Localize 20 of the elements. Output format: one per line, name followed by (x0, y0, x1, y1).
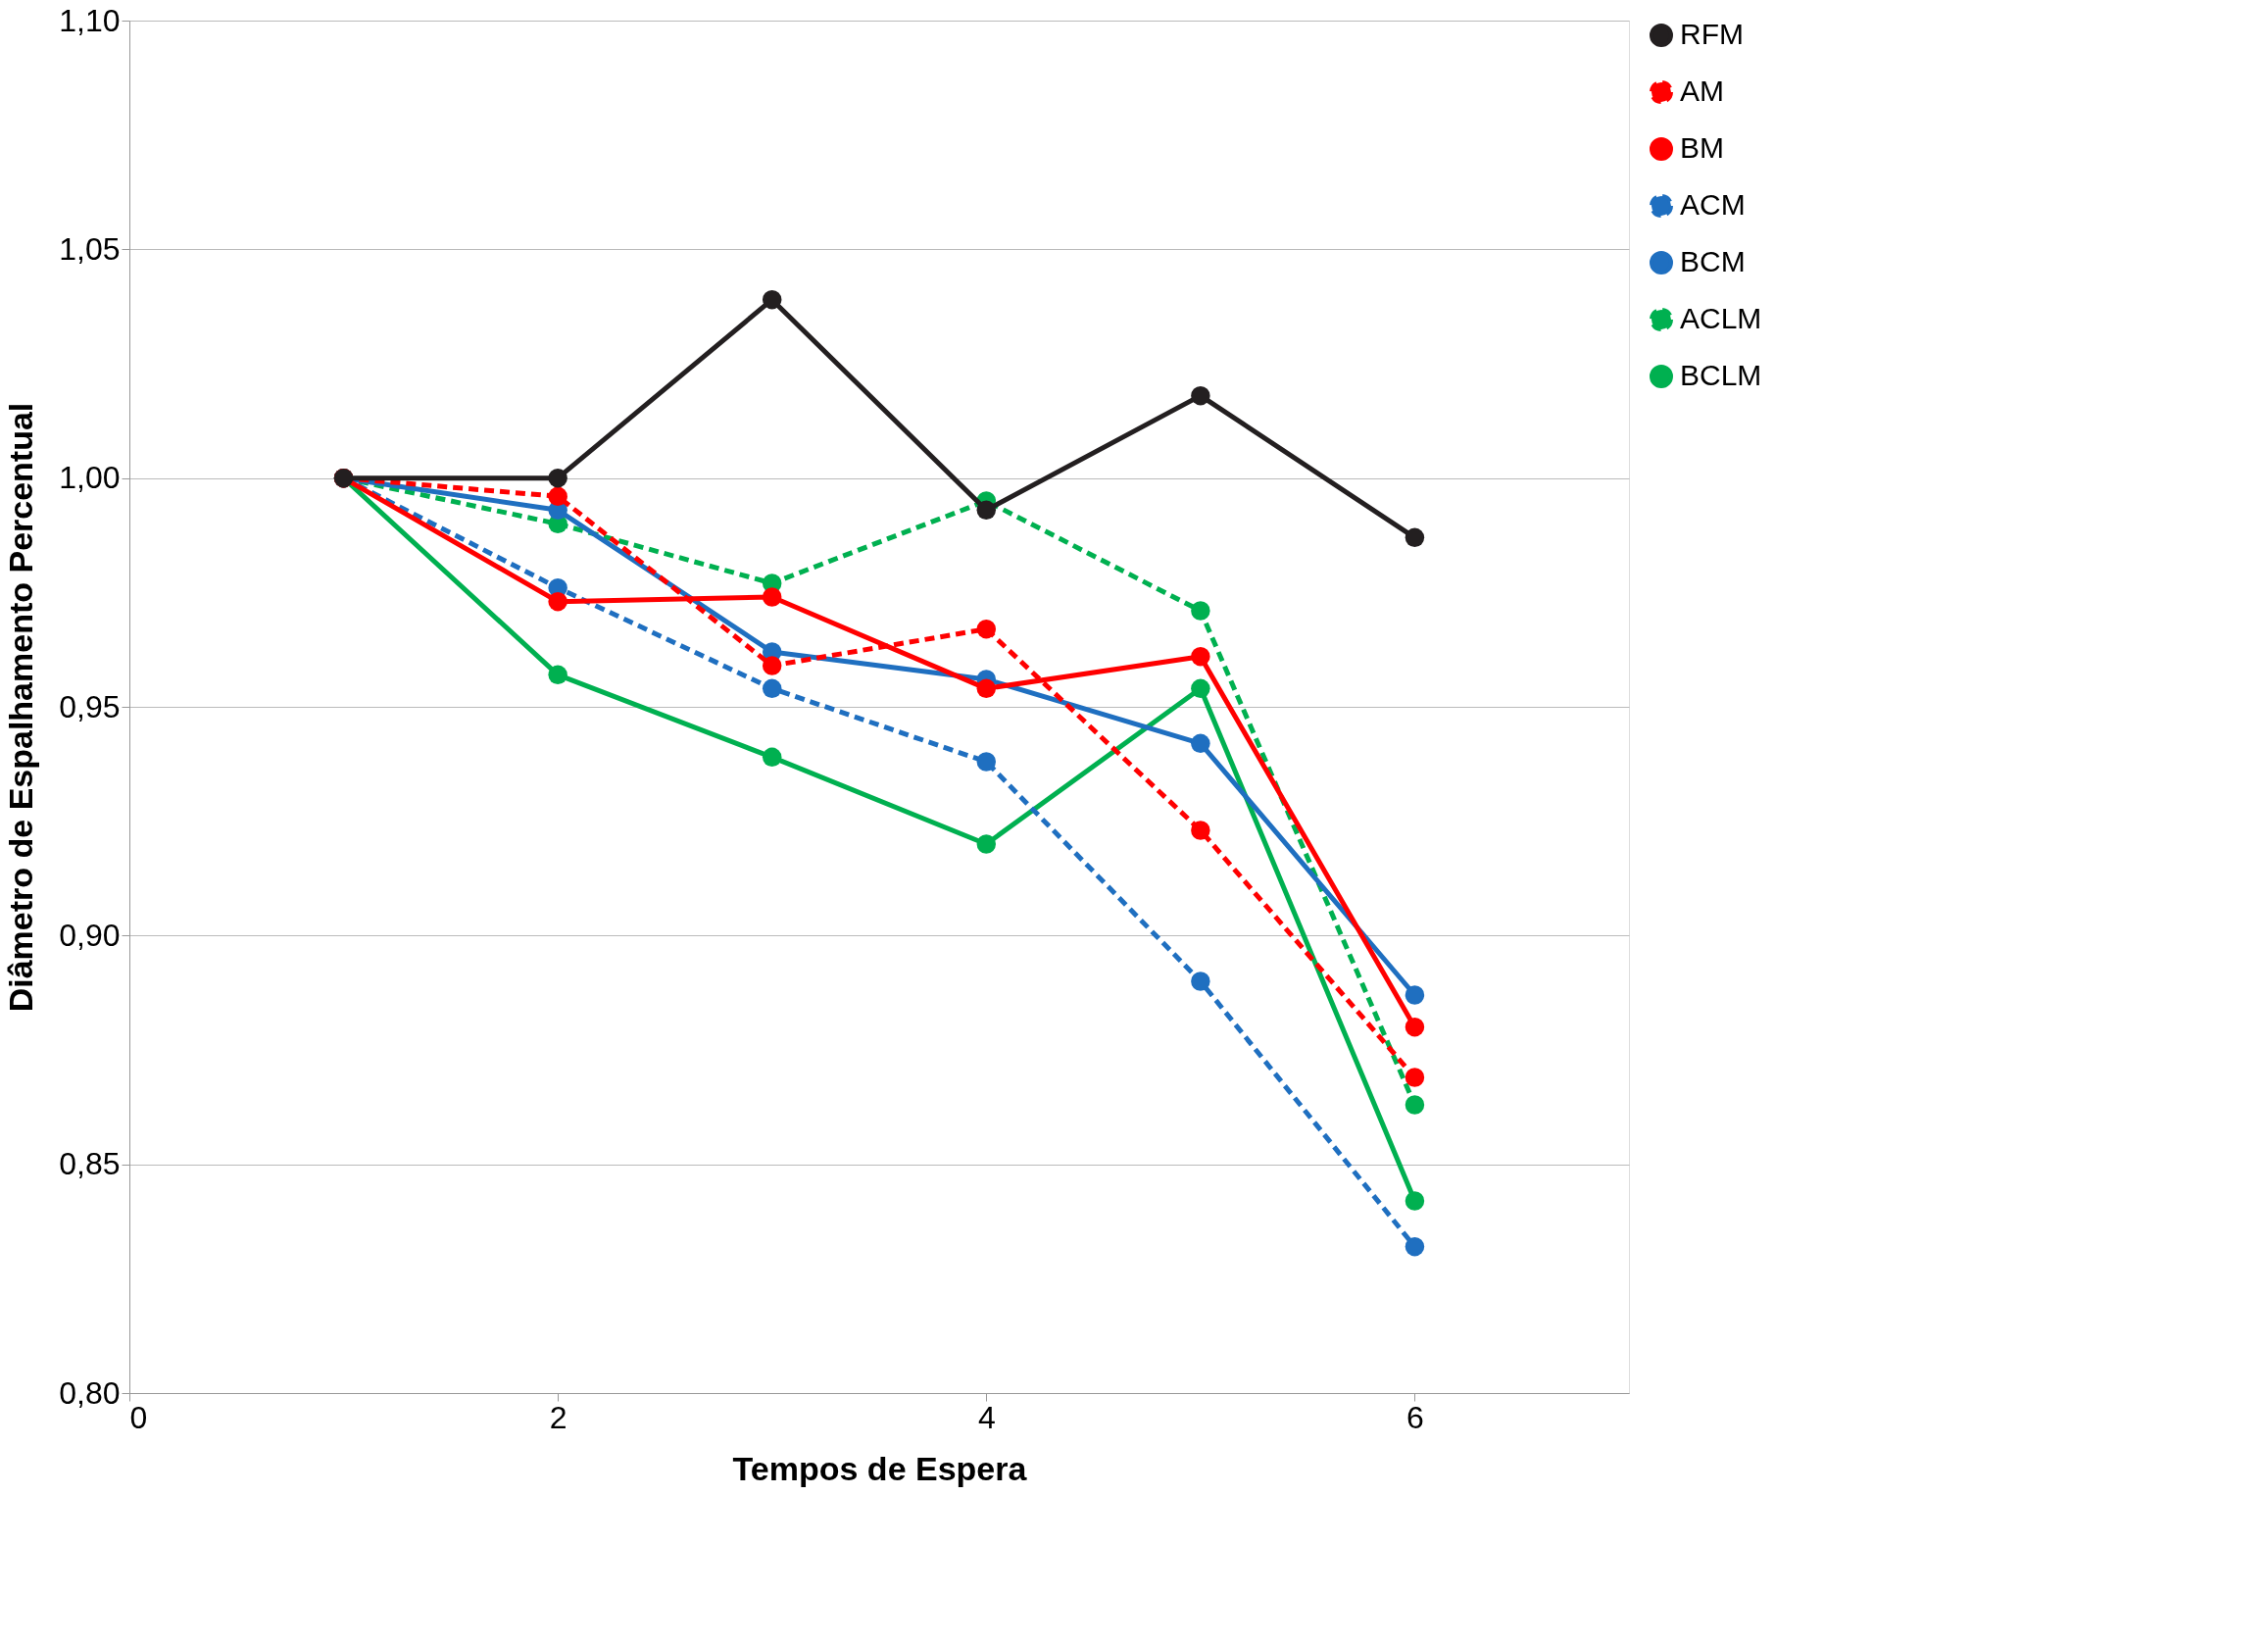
y-tick-label: 0,95 (59, 688, 121, 724)
y-axis-title: Diâmetro de Espalhamento Percentual (2, 402, 40, 1013)
x-tick-label: 2 (549, 1399, 567, 1435)
y-tick-label: 0,90 (59, 917, 121, 953)
y-tick-label: 0,85 (59, 1146, 121, 1182)
legend-label: RFM (1680, 18, 1744, 50)
y-tick-label: 0,80 (59, 1374, 121, 1411)
x-axis-title: Tempos de Espera (732, 1449, 1028, 1487)
y-tick-label: 1,05 (59, 230, 121, 267)
legend-label: ACM (1680, 188, 1746, 221)
legend-label: BM (1680, 131, 1724, 164)
legend-label: ACLM (1680, 302, 1762, 334)
x-tick-label: 6 (1406, 1399, 1424, 1435)
legend-label: BCM (1680, 245, 1746, 277)
y-tick-label: 1,00 (59, 460, 121, 496)
x-tick-label: 0 (129, 1399, 148, 1435)
legend-label: AM (1680, 75, 1724, 107)
legend-label: BCLM (1680, 359, 1762, 391)
x-tick-label: 4 (977, 1399, 996, 1435)
y-tick-label: 1,10 (59, 2, 121, 38)
